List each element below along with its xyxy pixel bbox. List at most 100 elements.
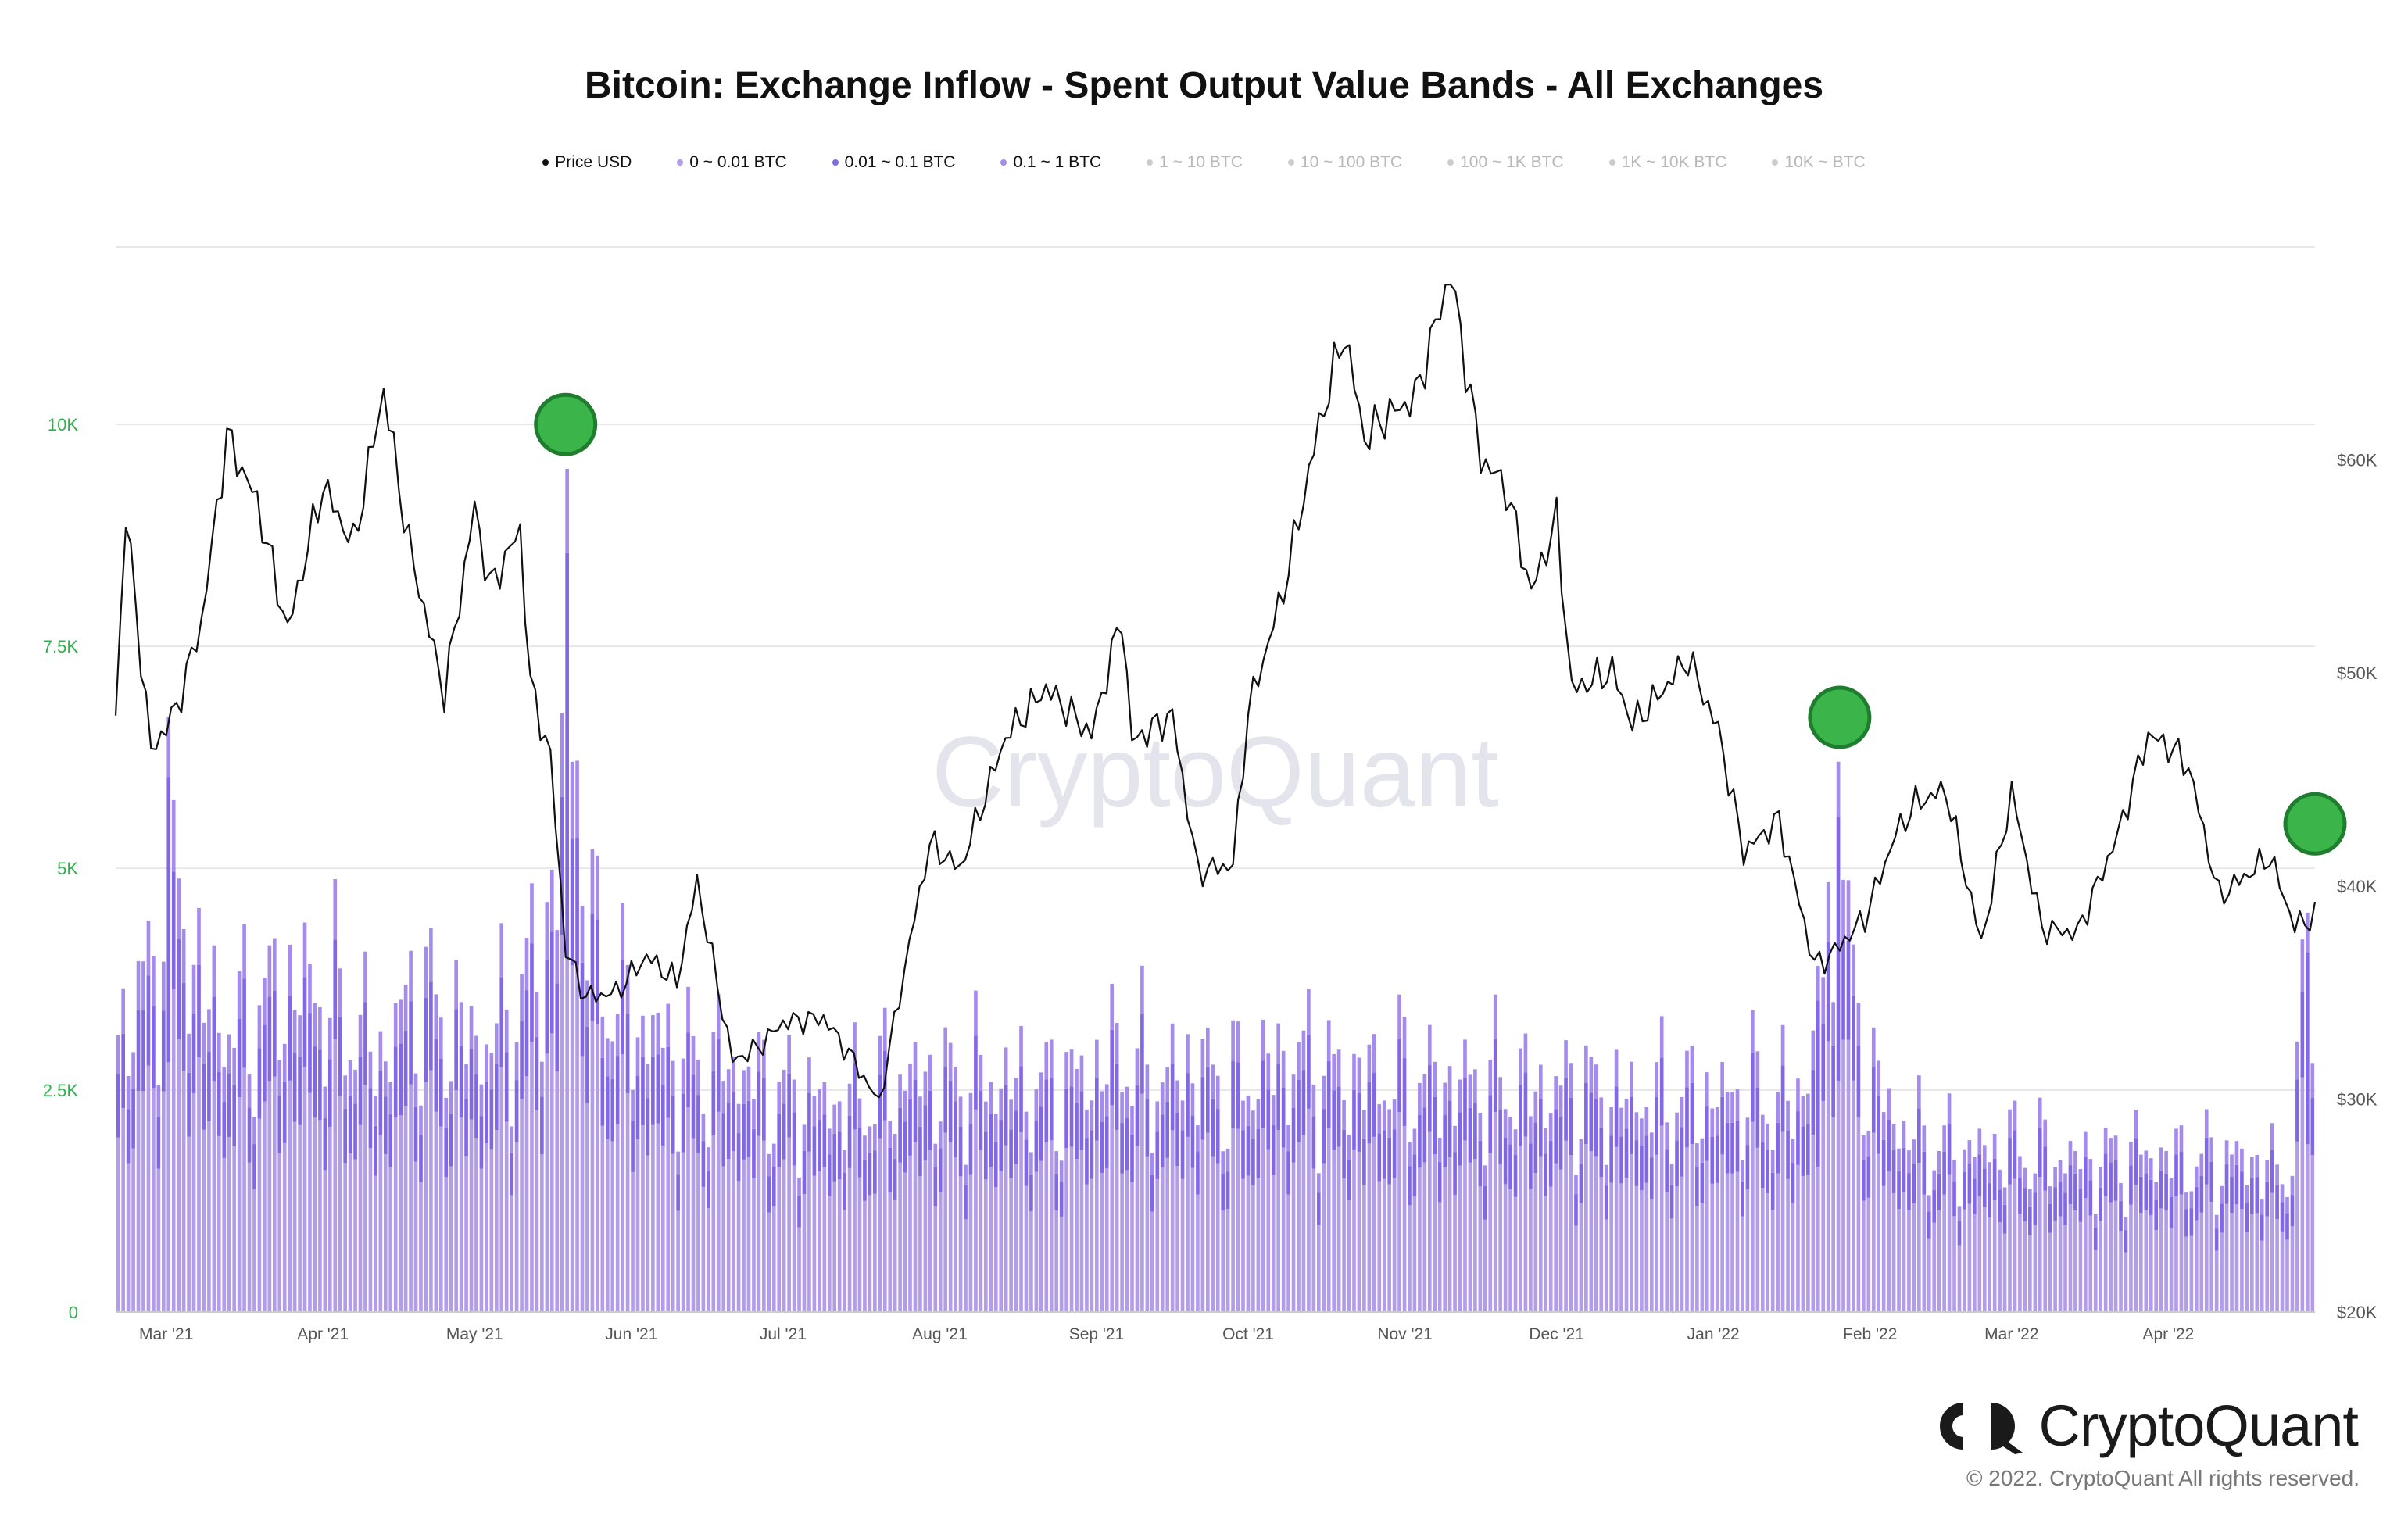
inflow-bar-2 — [1675, 1112, 1679, 1141]
inflow-bar-0 — [1644, 1182, 1649, 1312]
inflow-bar-1 — [1952, 1181, 1956, 1217]
legend-item[interactable]: Price USD — [542, 153, 632, 172]
inflow-bar-1 — [1644, 1135, 1649, 1183]
legend-dot-icon — [1287, 159, 1294, 166]
inflow-bar-2 — [600, 1016, 605, 1058]
inflow-bar-0 — [948, 1142, 953, 1312]
inflow-bar-1 — [1755, 1088, 1760, 1148]
inflow-bar-1 — [1155, 1131, 1160, 1180]
inflow-bar-2 — [2164, 1150, 2168, 1174]
inflow-bar-1 — [1992, 1158, 1997, 1200]
inflow-bar-1 — [1609, 1135, 1613, 1183]
legend-item[interactable]: 0 ~ 0.01 BTC — [677, 153, 787, 172]
inflow-bar-1 — [126, 1109, 131, 1164]
inflow-bar-1 — [1433, 1096, 1437, 1155]
inflow-bar-2 — [2209, 1137, 2214, 1162]
inflow-bar-0 — [1624, 1178, 1629, 1312]
inflow-bar-1 — [560, 796, 564, 935]
inflow-bar-1 — [1816, 1000, 1820, 1167]
inflow-bar-0 — [1715, 1182, 1719, 1312]
inflow-bar-0 — [2184, 1236, 2188, 1312]
inflow-bar-0 — [1211, 1156, 1215, 1312]
inflow-bar-1 — [2058, 1181, 2063, 1217]
inflow-bar-1 — [202, 1063, 206, 1130]
inflow-bar-0 — [494, 1130, 499, 1312]
inflow-bar-2 — [489, 1053, 494, 1090]
inflow-bar-2 — [1614, 1049, 1619, 1087]
legend-item[interactable]: 1 ~ 10 BTC — [1147, 153, 1243, 172]
inflow-bar-1 — [1427, 1065, 1432, 1132]
inflow-bar-2 — [1887, 1088, 1891, 1120]
inflow-bar-2 — [454, 960, 458, 1010]
inflow-bar-2 — [908, 1064, 912, 1099]
inflow-bar-0 — [161, 1091, 166, 1312]
grid-lines — [116, 246, 2315, 1092]
inflow-bar-1 — [1508, 1144, 1512, 1189]
inflow-bar-2 — [378, 1031, 383, 1071]
y-right-tick-label: $40K — [2337, 877, 2378, 896]
inflow-bar-1 — [1655, 1096, 1659, 1155]
inflow-bar-1 — [2285, 1213, 2289, 1240]
inflow-bar-2 — [1710, 1108, 1715, 1137]
inflow-bar-0 — [762, 1140, 766, 1312]
inflow-bar-2 — [1206, 1027, 1210, 1067]
inflow-bar-2 — [424, 946, 428, 999]
legend-item[interactable]: 100 ~ 1K BTC — [1447, 153, 1564, 172]
inflow-bar-2 — [1175, 1080, 1179, 1113]
inflow-bar-1 — [1049, 1078, 1054, 1141]
legend-item[interactable]: 0.01 ~ 0.1 BTC — [832, 153, 955, 172]
inflow-bar-1 — [1695, 1167, 1699, 1206]
inflow-bar-2 — [2084, 1131, 2088, 1157]
inflow-bar-1 — [2260, 1214, 2264, 1241]
inflow-bar-2 — [438, 1017, 443, 1059]
inflow-bar-0 — [1831, 1117, 1835, 1312]
inflow-bar-2 — [843, 1150, 846, 1174]
inflow-bar-2 — [1649, 1132, 1654, 1158]
inflow-bar-0 — [863, 1200, 867, 1312]
inflow-bar-1 — [1967, 1164, 1972, 1204]
inflow-bar-2 — [1447, 1066, 1452, 1101]
x-tick-label: Mar '21 — [139, 1325, 193, 1343]
inflow-bar-1 — [857, 1128, 862, 1178]
inflow-bar-1 — [1110, 1029, 1115, 1106]
inflow-bar-2 — [510, 1126, 513, 1153]
inflow-bar-1 — [1891, 1150, 1896, 1194]
inflow-bar-1 — [681, 1093, 685, 1153]
inflow-bar-0 — [1054, 1210, 1059, 1312]
inflow-bar-0 — [580, 1056, 585, 1312]
inflow-bar-2 — [479, 1084, 484, 1117]
legend-item[interactable]: 0.1 ~ 1 BTC — [1000, 153, 1101, 172]
inflow-bar-1 — [1408, 1166, 1412, 1206]
inflow-bar-1 — [984, 1131, 988, 1180]
inflow-bar-2 — [1322, 1075, 1326, 1110]
inflow-bar-1 — [1231, 1061, 1235, 1128]
inflow-bar-1 — [954, 1101, 957, 1158]
inflow-bar-2 — [570, 761, 574, 839]
inflow-bar-2 — [2234, 1141, 2239, 1165]
inflow-bar-2 — [1362, 1110, 1366, 1139]
inflow-bar-2 — [191, 964, 196, 1014]
y-left-tick-label: 0 — [69, 1303, 78, 1322]
inflow-bar-2 — [383, 1061, 388, 1097]
inflow-bar-0 — [1887, 1171, 1891, 1312]
legend-dot-icon — [1000, 159, 1007, 166]
inflow-bar-0 — [358, 1124, 363, 1312]
inflow-bar-0 — [1927, 1238, 1931, 1312]
inflow-bar-1 — [1402, 1058, 1407, 1126]
inflow-bar-1 — [1680, 1127, 1684, 1177]
legend-item[interactable]: 10K ~ BTC — [1772, 153, 1866, 172]
inflow-bar-0 — [938, 1192, 943, 1312]
inflow-bar-0 — [1402, 1125, 1407, 1312]
inflow-bar-0 — [1690, 1144, 1694, 1312]
inflow-bar-1 — [1811, 1070, 1816, 1135]
inflow-bar-2 — [837, 1101, 842, 1132]
inflow-bar-0 — [510, 1195, 513, 1312]
inflow-bar-2 — [1049, 1039, 1054, 1078]
legend-label: 10 ~ 100 BTC — [1300, 153, 1403, 171]
legend-item[interactable]: 1K ~ 10K BTC — [1608, 153, 1726, 172]
legend-item[interactable]: 10 ~ 100 BTC — [1287, 153, 1403, 172]
inflow-bar-1 — [2275, 1185, 2279, 1220]
inflow-bar-2 — [1846, 880, 1851, 941]
inflow-bar-2 — [1836, 761, 1841, 817]
inflow-bar-0 — [288, 1080, 292, 1312]
